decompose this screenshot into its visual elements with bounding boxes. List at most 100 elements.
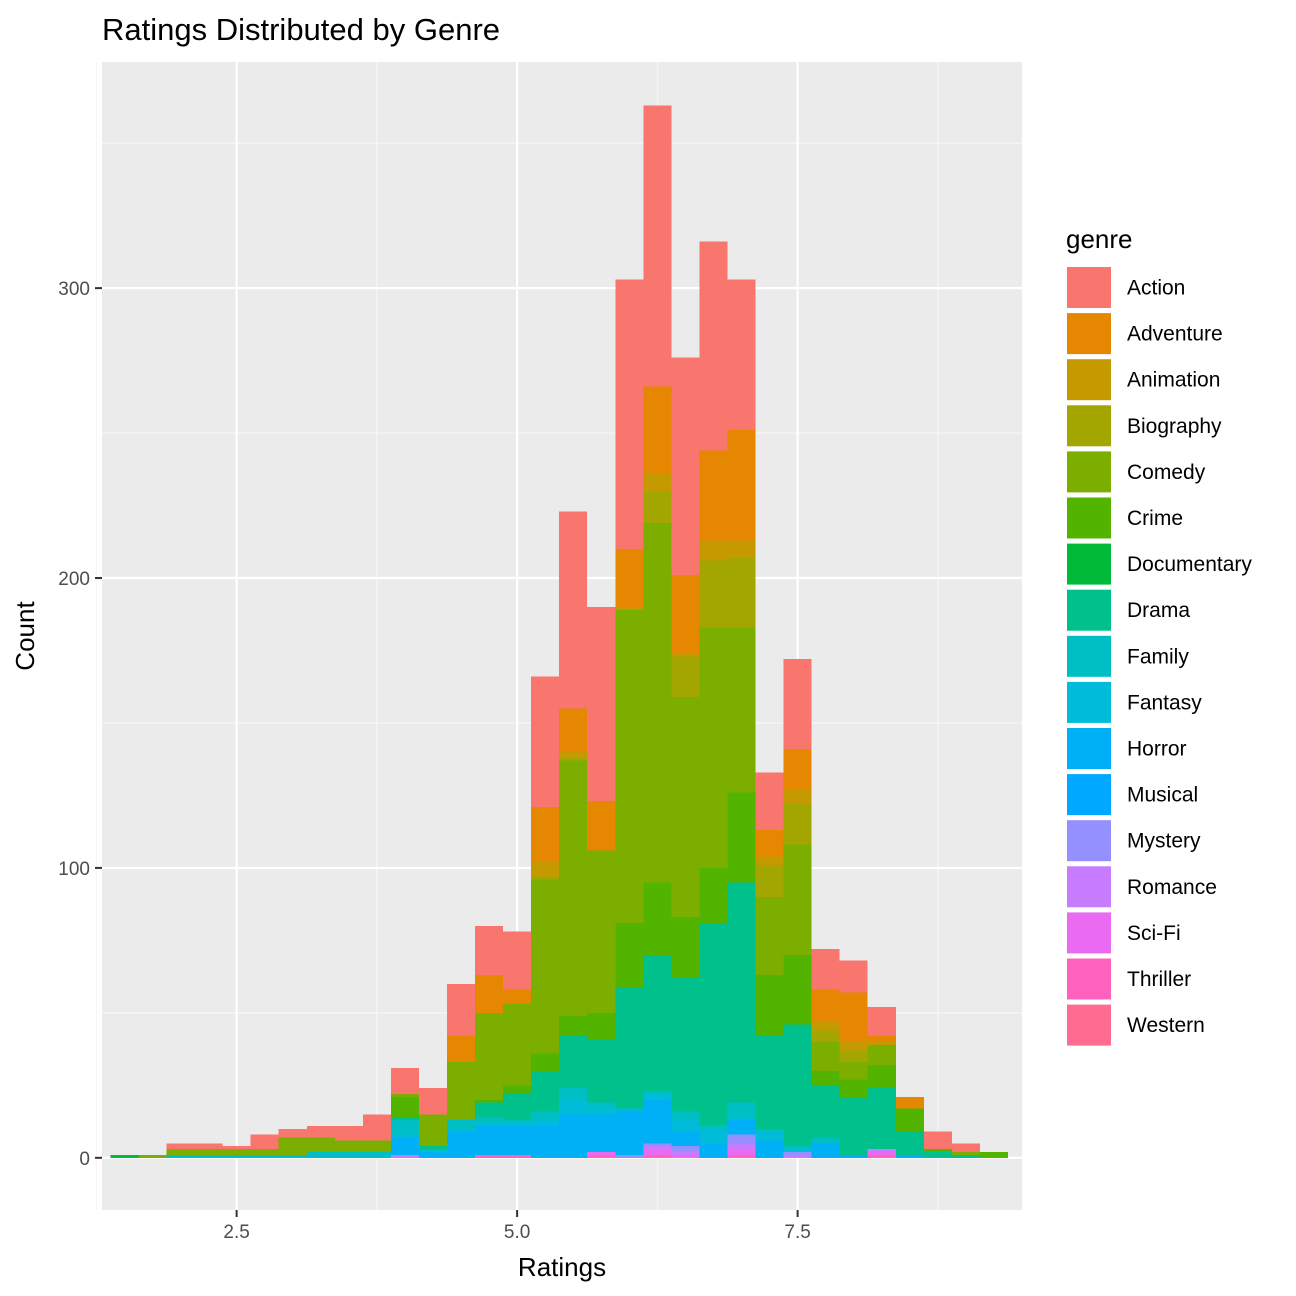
bar-segment-comedy (755, 896, 784, 976)
bar-segment-adventure (643, 386, 672, 474)
bar-segment-horror (727, 1120, 756, 1135)
legend-label: Adventure (1127, 323, 1223, 346)
bar-segment-sci-fi (643, 1149, 672, 1155)
bar-segment-comedy (727, 627, 756, 793)
bar-segment-action (867, 1007, 896, 1037)
bar-segment-adventure (615, 549, 644, 608)
bar-segment-animation (531, 862, 560, 877)
bar-segment-crime (615, 923, 644, 987)
legend-key-horror (1067, 728, 1111, 769)
legend-label: Musical (1127, 784, 1198, 807)
bar-segment-crime (559, 1015, 588, 1037)
bar-segment-comedy (587, 850, 616, 1013)
bar-segment-drama (783, 1024, 812, 1147)
legend-key-family (1067, 635, 1111, 677)
bar-segment-action (559, 511, 588, 709)
bar-segment-action (278, 1128, 307, 1138)
bar-segment-crime (895, 1108, 924, 1132)
bar-segment-drama (475, 1102, 504, 1118)
bar-segment-action (923, 1131, 952, 1150)
bar-segment-thriller (475, 1154, 504, 1158)
legend-key-biography (1067, 405, 1111, 447)
legend-label: Fantasy (1127, 691, 1202, 714)
bar-segment-horror (559, 1114, 588, 1158)
bar-segment-drama (531, 1070, 560, 1112)
bar-segment-family (250, 1154, 279, 1158)
bar-segment-family (362, 1152, 391, 1158)
bar-segment-comedy (362, 1140, 391, 1153)
bar-segment-comedy (531, 879, 560, 1054)
bar-segment-family (811, 1137, 840, 1144)
bar-segment-romance (727, 1143, 756, 1150)
chart-title: Ratings Distributed by Genre (102, 12, 500, 47)
bar-segment-family (334, 1152, 363, 1158)
bar-segment-romance (671, 1152, 700, 1155)
bar-segment-crime (671, 917, 700, 979)
bar-segment-action (334, 1125, 363, 1141)
bar-segment-biography (839, 1050, 868, 1063)
bar-segment-horror (811, 1143, 840, 1158)
bar-segment-drama (615, 986, 644, 1109)
bar-segment-comedy (222, 1149, 251, 1155)
bar-segment-comedy (503, 1004, 532, 1086)
bar-segment-comedy (951, 1152, 980, 1155)
bar-segment-mystery (615, 1154, 644, 1158)
bar-segment-action (418, 1088, 447, 1115)
bar-segment-family (503, 1120, 532, 1124)
bar-segment-biography (643, 491, 672, 523)
bar-segment-crime (475, 1099, 504, 1103)
bar-segment-family (559, 1088, 588, 1100)
bar-segment-drama (503, 1094, 532, 1121)
bar-segment-family (447, 1120, 476, 1129)
bar-segment-sci-fi (671, 1154, 700, 1158)
legend-key-crime (1067, 497, 1111, 539)
bar-segment-drama (923, 1152, 952, 1158)
bar-segment-action (447, 983, 476, 1037)
legend-key-documentary (1067, 543, 1111, 585)
bar-segment-drama (867, 1088, 896, 1150)
bar-segment-action (475, 925, 504, 976)
bar-segment-drama (811, 1085, 840, 1138)
bar-segment-comedy (447, 1062, 476, 1121)
bar-segment-action (671, 357, 700, 576)
bar-segment-drama (559, 1036, 588, 1089)
legend-label: Family (1127, 645, 1189, 668)
bar-segment-crime (979, 1152, 1008, 1158)
bar-segment-action (755, 772, 784, 831)
bar-segment-documentary (110, 1154, 139, 1158)
bar-segment-adventure (531, 807, 560, 863)
bar-segment-fantasy (615, 1108, 644, 1112)
bar-segment-biography (559, 757, 588, 761)
bar-segment-comedy (194, 1149, 223, 1155)
bar-segment-biography (783, 804, 812, 845)
legend-key-western (1067, 1004, 1111, 1046)
legend-label: Documentary (1127, 553, 1252, 576)
legend-key-drama (1067, 589, 1111, 631)
bar-segment-comedy (390, 1094, 419, 1097)
bar-segment-horror (390, 1137, 419, 1155)
bar-segment-action (531, 676, 560, 808)
bar-segment-horror (671, 1131, 700, 1147)
legend-key-fantasy (1067, 681, 1111, 723)
legend-label: Sci-Fi (1127, 922, 1181, 945)
bar-segment-crime (811, 1070, 840, 1086)
bar-segment-comedy (867, 1044, 896, 1066)
bar-segment-action (250, 1134, 279, 1150)
bar-segment-adventure (559, 708, 588, 752)
bar-segment-action (306, 1125, 335, 1138)
bar-segment-drama (951, 1154, 980, 1158)
legend-label: Mystery (1127, 830, 1201, 853)
bar-segment-horror (895, 1154, 924, 1158)
bar-segment-family (755, 1128, 784, 1132)
legend: genre Action Adventure Animation Biography C… (1066, 224, 1252, 1046)
bar-segment-fantasy (699, 1128, 728, 1144)
bar-segment-fantasy (503, 1123, 532, 1126)
legend-key-mystery (1067, 820, 1111, 862)
bar-segment-adventure (447, 1036, 476, 1063)
bar-segment-crime (755, 975, 784, 1037)
bar-segment-comedy (615, 609, 644, 923)
bar-segment-drama (699, 923, 728, 1126)
bar-segment-comedy (559, 760, 588, 1016)
bar-segment-comedy (643, 522, 672, 883)
bar-segment-adventure (587, 801, 616, 851)
